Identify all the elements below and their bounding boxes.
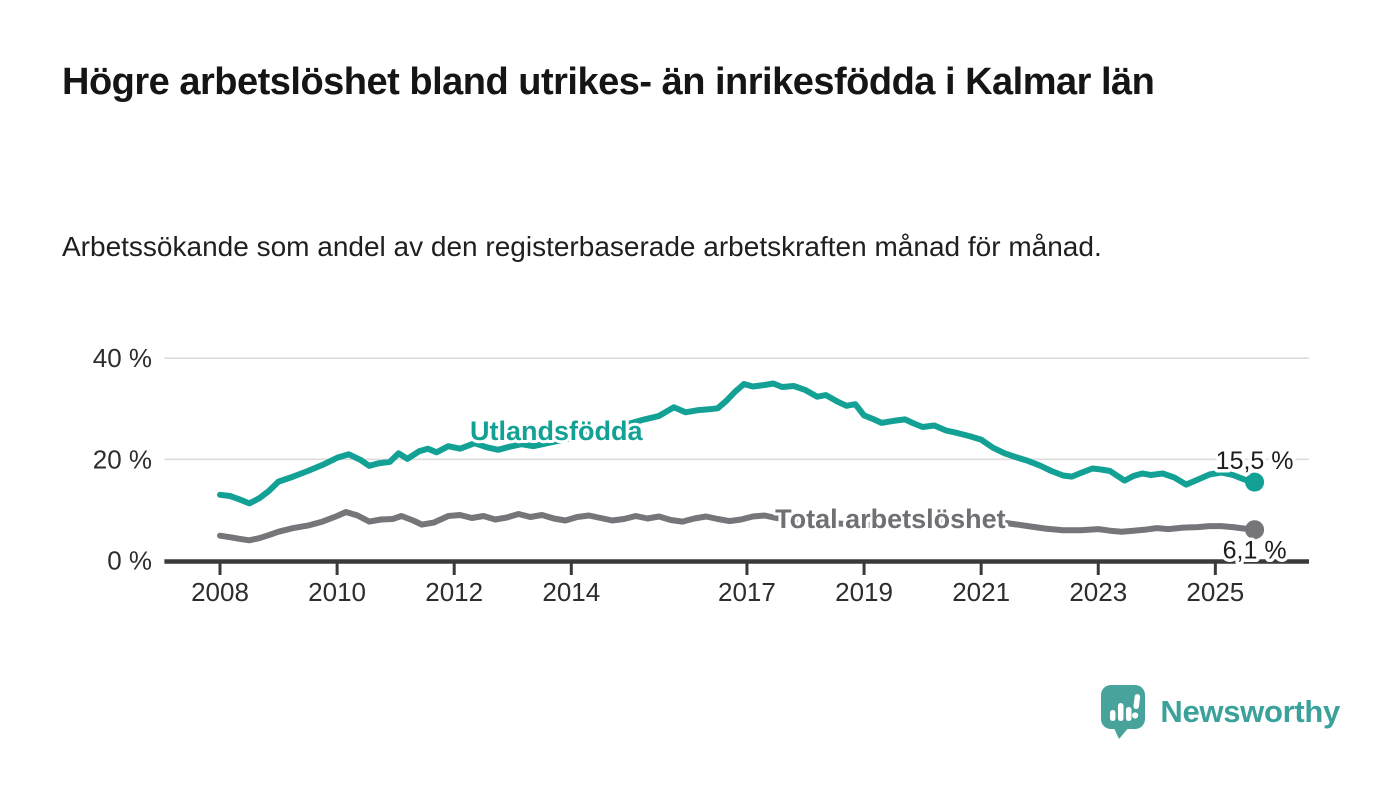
bar-chart-speech-bubble-icon [1101,685,1146,739]
series-line-utlandsfodda [217,380,1258,507]
x-axis-tick-label: 2021 [952,577,1010,607]
end-value-label-utlandsfodda: 15,5 % [1216,447,1294,475]
end-value-label-total-arbetsloshet: 6,1 % [1223,537,1287,565]
x-axis-tick-label: 2010 [308,577,366,607]
series-label-utlandsfodda: Utlandsfödda [470,416,643,446]
page-title: Högre arbetslöshet bland utrikes- än inr… [62,61,1155,103]
y-axis-tick-label: 0 % [107,546,152,576]
x-axis-tick-label: 2012 [425,577,483,607]
series-end-dot-total-arbetsloshet [1245,520,1265,540]
x-axis-tick-label: 2017 [718,577,776,607]
x-axis-tick-label: 2019 [835,577,893,607]
x-axis-tick-label: 2014 [542,577,600,607]
y-axis-tick-label: 40 % [93,343,152,373]
series-label-total-arbetsloshet: Total arbetslöshet [775,504,1006,534]
y-axis-tick-label: 20 % [93,444,152,474]
brand-name: Newsworthy [1160,694,1340,729]
series-line-total-arbetsloshet [217,509,1258,544]
x-axis-tick-label: 2025 [1186,577,1244,607]
series-end-dot-utlandsfodda [1245,472,1265,492]
newsworthy-brand: Newsworthy [1100,684,1340,740]
chart-subtitle: Arbetssökande som andel av den registerb… [62,231,1102,262]
x-axis-tick-label: 2023 [1069,577,1127,607]
x-axis-tick-label: 2008 [191,577,249,607]
